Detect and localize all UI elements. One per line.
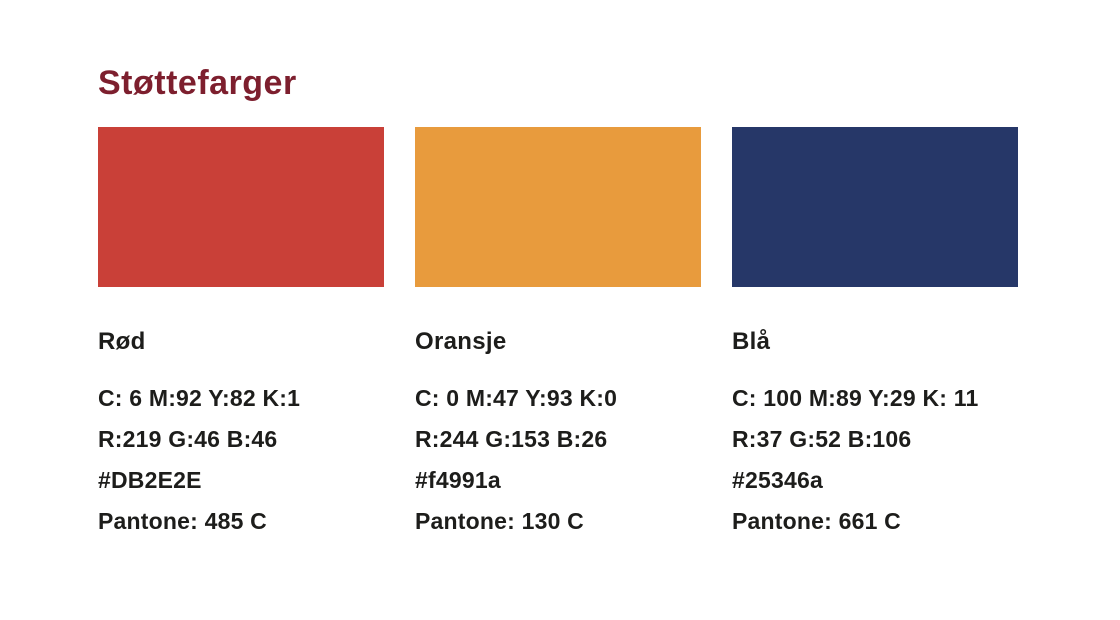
color-hex-value: #DB2E2E — [98, 467, 202, 493]
palette-row: Rød C: 6 M:92 Y:82 K:1 R:219 G:46 B:46 #… — [98, 127, 1120, 533]
color-rgb-value: R:219 G:46 B:46 — [98, 426, 278, 452]
color-cmyk-value: C: 6 M:92 Y:82 K:1 — [98, 385, 301, 411]
page-title: Støttefarger — [98, 64, 297, 102]
color-card-red: Rød C: 6 M:92 Y:82 K:1 R:219 G:46 B:46 #… — [98, 127, 384, 533]
orange-color-swatch — [415, 127, 701, 287]
color-pantone-value: Pantone: 661 C — [732, 508, 901, 534]
color-name: Blå — [732, 328, 771, 355]
color-cmyk-value: C: 100 M:89 Y:29 K: 11 — [732, 385, 979, 411]
color-card-blue: Blå C: 100 M:89 Y:29 K: 11 R:37 G:52 B:1… — [732, 127, 1018, 533]
color-card-orange: Oransje C: 0 M:47 Y:93 K:0 R:244 G:153 B… — [415, 127, 701, 533]
color-pantone-value: Pantone: 130 C — [415, 508, 584, 534]
color-hex-value: #25346a — [732, 467, 823, 493]
red-color-swatch — [98, 127, 384, 287]
color-pantone-value: Pantone: 485 C — [98, 508, 267, 534]
color-rgb-value: R:244 G:153 B:26 — [415, 426, 608, 452]
blue-color-swatch — [732, 127, 1018, 287]
color-hex-value: #f4991a — [415, 467, 501, 493]
color-cmyk-value: C: 0 M:47 Y:93 K:0 — [415, 385, 618, 411]
color-rgb-value: R:37 G:52 B:106 — [732, 426, 912, 452]
color-name: Rød — [98, 328, 146, 355]
color-name: Oransje — [415, 328, 507, 355]
